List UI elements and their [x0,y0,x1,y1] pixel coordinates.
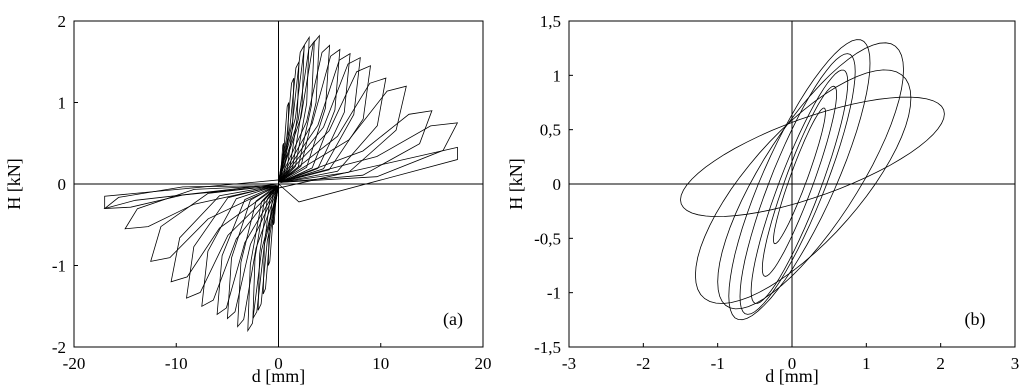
x-tick-label: 10 [372,354,389,373]
y-tick-label: -2 [52,338,66,357]
tick-labels-b: -3 -2 -1 0 1 2 3 -1,5 -1 -0,5 0 0,5 1 1,5 [534,12,1019,373]
x-tick-label: 2 [936,354,945,373]
residual-branch-positive [278,146,458,203]
loop-positive [278,52,351,183]
loop-negative [124,185,279,230]
x-tick-label: -20 [63,354,86,373]
loop-positive [278,57,361,183]
hysteresis-loop [728,39,871,321]
hysteresis-loop [750,69,849,304]
loop-negative [247,185,279,333]
y-tick-label: -1,5 [534,338,561,357]
loop-positive [278,65,371,183]
loop-positive [278,77,387,183]
y-tick-label: -1 [52,257,66,276]
y-tick-label: 0,5 [540,121,561,140]
loop-positive [278,34,320,183]
loop-positive [278,110,433,183]
panel-b: -3 -2 -1 0 1 2 3 -1,5 -1 -0,5 0 0,5 1 1,5 d [mm] H [k… [506,12,1019,386]
hysteresis-loop [739,53,856,315]
y-tick-label: 1 [553,66,562,85]
hysteresis-curves-a [103,34,459,333]
y-tick-label: 1,5 [540,12,561,31]
panel-label-a: (a) [443,309,463,330]
loop-positive [278,122,459,183]
loop-positive [278,48,341,183]
loop-negative [267,185,279,266]
loop-positive [278,44,331,183]
hysteresis-loop [761,85,838,277]
y-tick-label: 0 [58,175,67,194]
hysteresis-loop [680,96,945,218]
x-tick-label: -10 [165,354,188,373]
loop-negative [170,185,279,283]
loop-negative [226,185,279,320]
hysteresis-curves-b [680,39,945,321]
loop-negative [237,185,279,328]
loop-negative [262,185,279,295]
x-axis-label-a: d [mm] [252,366,306,386]
hysteresis-loop [694,69,912,304]
y-tick-label: -0,5 [534,229,561,248]
y-axis-label-a: H [kN] [4,158,24,210]
x-tick-label: 20 [475,354,492,373]
hysteresis-loop [772,107,826,245]
y-axis-label-b: H [kN] [506,158,526,210]
y-tick-label: -1 [547,284,561,303]
loop-positive [278,77,295,183]
x-tick-label: -1 [711,354,725,373]
y-tick-label: 0 [553,175,562,194]
y-tick-label: 1 [58,94,67,113]
x-tick-label: 0 [788,354,797,373]
loop-negative [201,185,279,308]
x-tick-label: -2 [636,354,650,373]
loop-negative [186,185,279,299]
loop-negative [216,185,279,316]
x-tick-label: 0 [274,354,283,373]
residual-branch-negative [104,179,279,209]
x-axis-label-b: d [mm] [765,366,819,386]
loop-negative [150,185,279,262]
x-tick-label: -3 [562,354,576,373]
x-tick-label: 1 [862,354,871,373]
x-tick-label: 3 [1011,354,1020,373]
hysteresis-loop [717,42,904,310]
loop-positive [278,35,310,183]
panel-label-b: (b) [965,309,986,330]
y-tick-label: 2 [58,12,67,31]
